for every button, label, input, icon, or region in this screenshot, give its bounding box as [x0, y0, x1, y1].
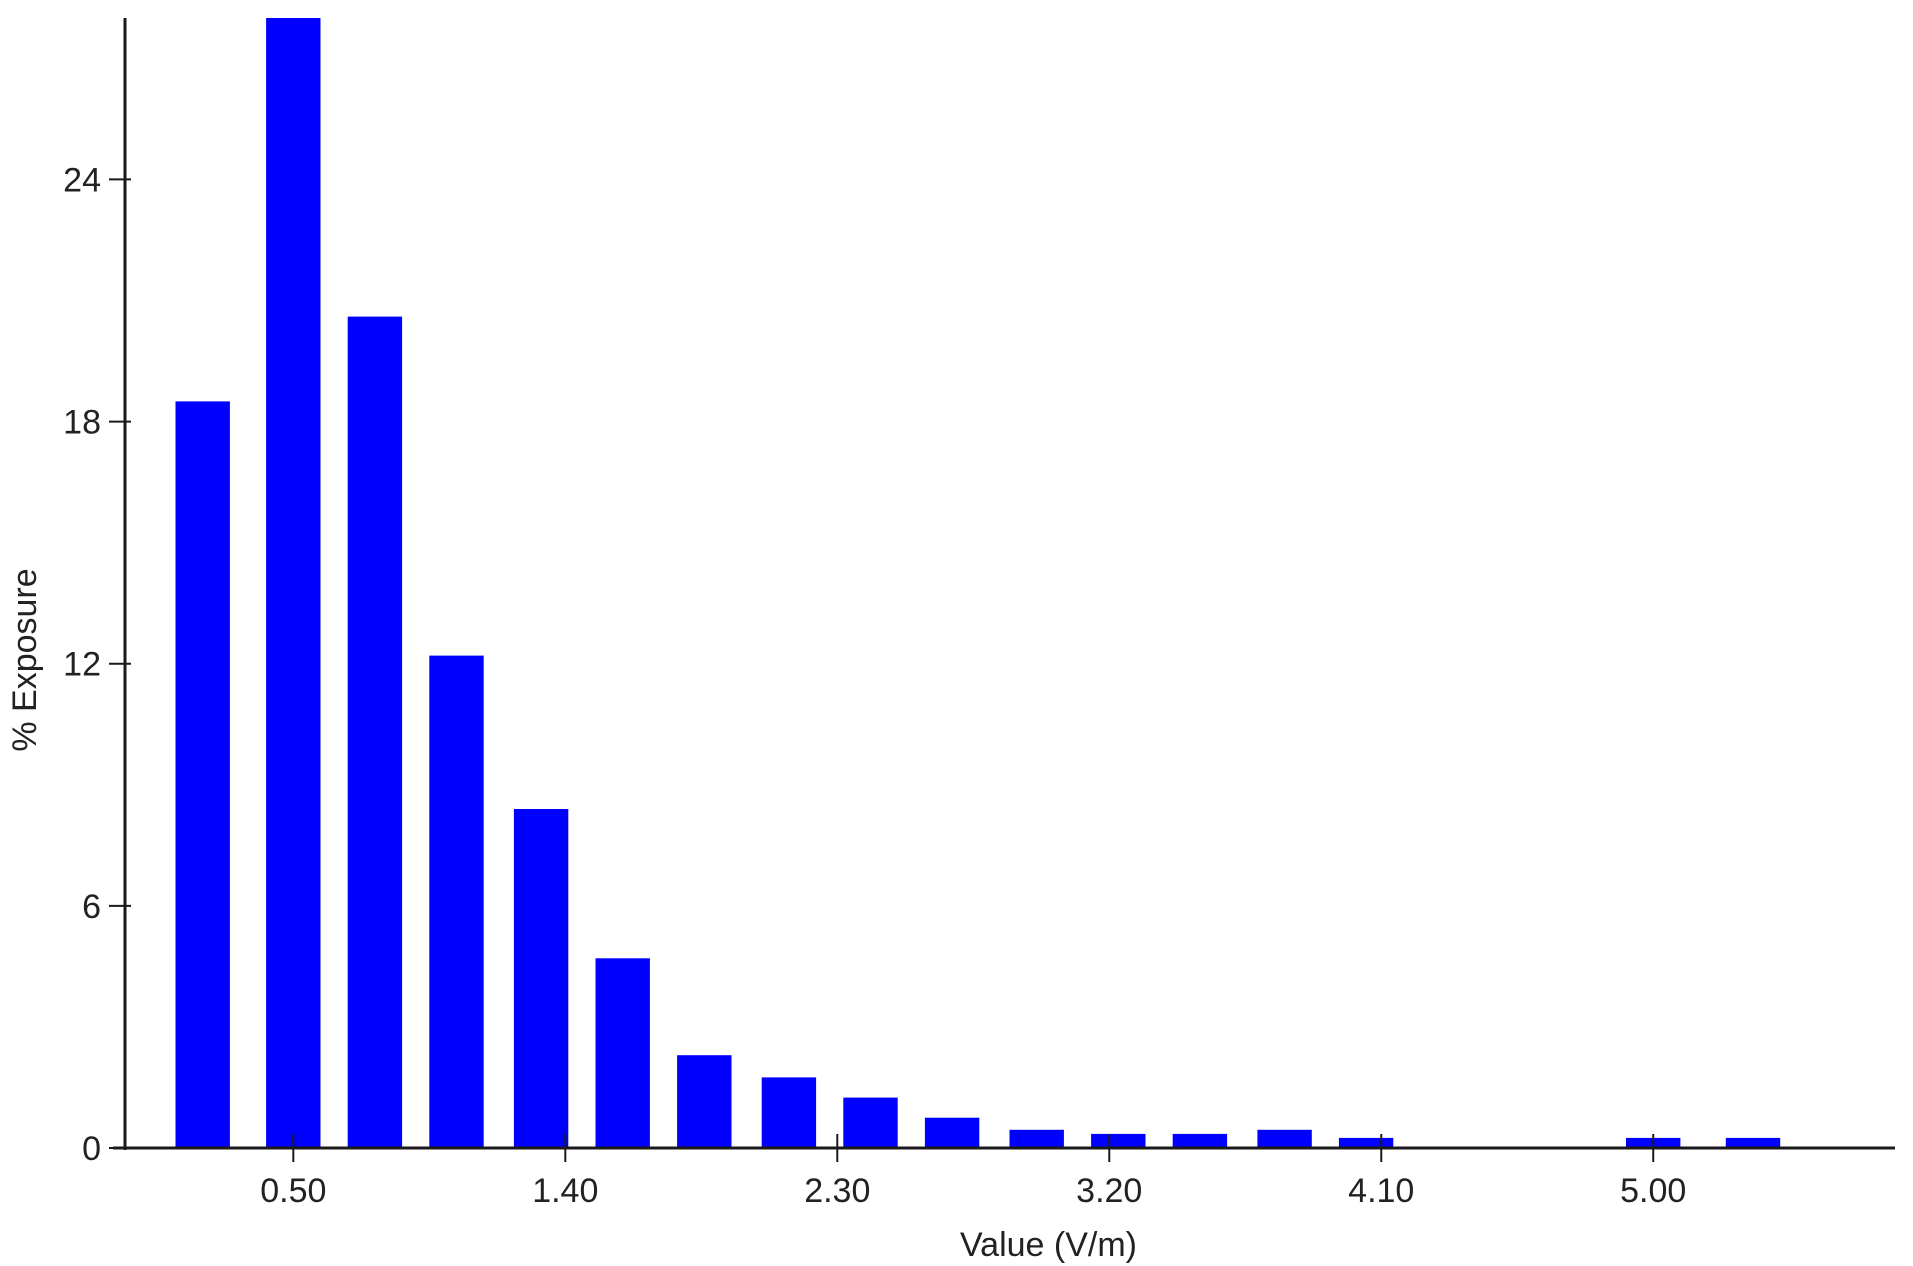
bar	[924, 1117, 980, 1148]
y-tick-label: 0	[82, 1130, 101, 1168]
bar	[1172, 1133, 1228, 1148]
x-tick-label: 5.00	[1620, 1172, 1686, 1210]
x-tick-label: 1.40	[532, 1172, 598, 1210]
bar	[1257, 1129, 1312, 1148]
bar	[761, 1077, 817, 1148]
bar	[595, 958, 650, 1148]
y-ticks-group: 0 6 12 18 24	[63, 161, 131, 1168]
bar	[677, 1055, 732, 1148]
y-axis-label: % Exposure	[6, 568, 44, 751]
y-tick-label: 18	[63, 404, 101, 442]
bar	[429, 655, 484, 1148]
x-ticks-group: 0.50 1.40 2.30 3.20 4.10 5.00	[260, 1134, 1686, 1210]
bar	[266, 18, 321, 1148]
bar	[1338, 1137, 1394, 1148]
y-tick-label: 24	[63, 161, 101, 199]
bar	[175, 401, 230, 1148]
x-tick-label: 4.10	[1348, 1172, 1414, 1210]
axes-group	[113, 18, 1895, 1150]
x-tick-label: 3.20	[1076, 1172, 1142, 1210]
bar	[843, 1097, 898, 1148]
y-tick-label: 12	[63, 646, 101, 684]
x-tick-label: 0.50	[260, 1172, 326, 1210]
bar	[347, 316, 403, 1149]
x-tick-label: 2.30	[804, 1172, 870, 1210]
bar	[1725, 1137, 1781, 1148]
bar	[513, 809, 569, 1148]
bars-group	[175, 18, 1781, 1149]
x-axis-label: Value (V/m)	[960, 1226, 1137, 1264]
bar	[1009, 1129, 1064, 1148]
bar	[1091, 1133, 1146, 1148]
y-tick-label: 6	[82, 888, 101, 926]
